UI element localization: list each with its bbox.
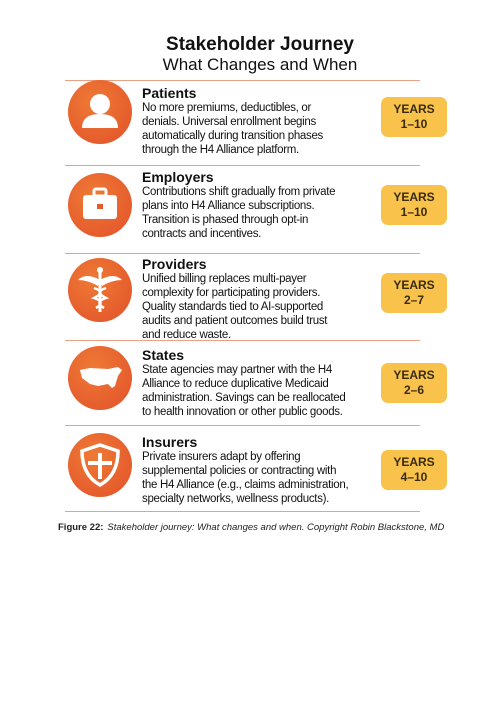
caption-text: Stakeholder journey: What changes and wh… [107, 522, 445, 533]
row-text: Unified billing replaces multi-payer [142, 273, 307, 285]
badge-years: 2–6 [403, 383, 425, 397]
caption-label: Figure 22: [58, 522, 104, 533]
row-heading: Patients [142, 85, 197, 101]
icon-glyph [83, 187, 117, 219]
row-text: through the H4 Alliance platform. [142, 144, 299, 156]
icon-glyph [78, 267, 122, 312]
badge-years: 4–10 [400, 470, 428, 484]
badge-years: 2–7 [403, 293, 425, 307]
icon-glyph [80, 443, 120, 488]
row-text: State agencies may partner with the H4 [142, 364, 332, 376]
icon [68, 80, 132, 144]
badge-years: 1–10 [400, 117, 428, 131]
row-text: Quality standards tied to AI-supported [142, 301, 324, 313]
badge-label: YEARS [393, 368, 435, 382]
row-text: denials. Universal enrollment begins [142, 116, 316, 128]
row-text: the H4 Alliance (e.g., claims administra… [142, 479, 349, 491]
caption: Figure 22: Stakeholder journey: What chan… [58, 522, 444, 533]
row-text: to health innovation or other public goo… [142, 406, 343, 418]
subtitle: What Changes and When [162, 55, 358, 74]
separator [65, 511, 420, 512]
title: Stakeholder Journey [166, 34, 354, 55]
row-text: audits and patient outcomes build trust [142, 315, 328, 327]
row-heading: Employers [142, 169, 214, 185]
icon-glyph [82, 94, 118, 128]
row-heading: States [142, 347, 185, 363]
badge-label: YEARS [393, 190, 435, 204]
separator [65, 425, 420, 426]
row-text: plans into H4 Alliance subscriptions. [142, 200, 315, 212]
row-text: Alliance to reduce duplicative Medicaid [142, 378, 329, 390]
badge-label: YEARS [393, 102, 435, 116]
row-text: No more premiums, deductibles, or [142, 102, 312, 114]
badge-years: 1–10 [400, 205, 428, 219]
years-badge: YEARS 2–6 [381, 363, 447, 403]
years-badge: YEARS 4–10 [381, 450, 447, 490]
icon [68, 173, 132, 237]
years-badge: YEARS 2–7 [381, 273, 447, 313]
icon [68, 346, 132, 410]
row-text: specialty networks, wellness products). [142, 493, 330, 505]
row-text: contracts and incentives. [142, 228, 262, 240]
row-heading: Insurers [142, 434, 198, 450]
separator [65, 340, 420, 341]
row-text: and reduce waste. [142, 329, 231, 341]
icon [68, 258, 132, 322]
icon [68, 433, 132, 497]
row-heading: Providers [142, 256, 207, 272]
separator [65, 80, 420, 81]
separator [65, 165, 420, 166]
row-text: complexity for participating providers. [142, 287, 321, 299]
row-text: automatically during transition phases [142, 130, 324, 142]
badge-label: YEARS [393, 278, 435, 292]
row-text: administration. Savings can be reallocat… [142, 392, 346, 404]
row-text: Transition is phased through opt-in [142, 214, 309, 226]
icon-glyph [80, 367, 122, 388]
years-badge: YEARS 1–10 [381, 97, 447, 137]
separator [65, 253, 420, 254]
row-text: supplemental policies or contracting wit… [142, 465, 337, 477]
row-text: Contributions shift gradually from priva… [142, 186, 336, 198]
years-badge: YEARS 1–10 [381, 185, 447, 225]
badge-label: YEARS [393, 455, 435, 469]
row-text: Private insurers adapt by offering [142, 451, 301, 463]
